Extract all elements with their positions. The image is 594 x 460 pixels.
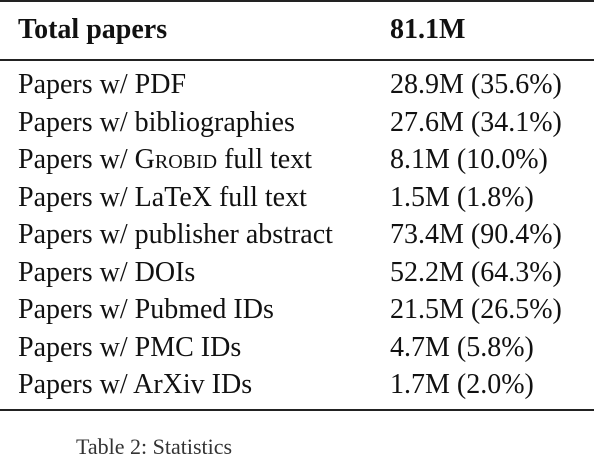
row-value: 1.5M (1.8%)	[390, 181, 534, 213]
table-body: Papers w/ PDF 28.9M (35.6%) Papers w/ bi…	[0, 66, 594, 404]
table-header-row: Total papers 81.1M	[0, 8, 594, 54]
row-value: 4.7M (5.8%)	[390, 331, 534, 363]
table-row: Papers w/ bibliographies 27.6M (34.1%)	[0, 104, 594, 142]
table-row: Papers w/ DOIs 52.2M (64.3%)	[0, 254, 594, 292]
table-caption: Table 2: Statistics	[76, 434, 233, 459]
table-top-rule	[0, 0, 594, 2]
table-bottom-rule	[0, 409, 594, 411]
row-label: Papers w/ ArXiv IDs	[18, 369, 253, 400]
table-header-rule	[0, 59, 594, 61]
row-value: 28.9M (35.6%)	[390, 69, 562, 100]
row-label: Papers w/ PMC IDs	[18, 331, 242, 363]
row-label: Papers w/ PDF	[18, 69, 187, 100]
row-value: 1.7M (2.0%)	[390, 369, 534, 400]
row-label: Papers w/ Grobid full text	[18, 144, 312, 175]
row-label: Papers w/ bibliographies	[18, 106, 295, 138]
table-row: Papers w/ ArXiv IDs 1.7M (2.0%)	[0, 366, 594, 404]
row-label: Papers w/ DOIs	[18, 256, 196, 288]
row-label: Papers w/ Pubmed IDs	[18, 294, 274, 325]
header-label: Total papers	[18, 14, 168, 45]
table-row: Papers w/ LaTeX full text 1.5M (1.8%)	[0, 179, 594, 217]
table-row: Papers w/ publisher abstract 73.4M (90.4…	[0, 216, 594, 254]
row-value: 27.6M (34.1%)	[390, 106, 562, 138]
row-value: 73.4M (90.4%)	[390, 219, 562, 250]
row-value: 21.5M (26.5%)	[390, 294, 562, 325]
table-row: Papers w/ Pubmed IDs 21.5M (26.5%)	[0, 291, 594, 329]
table-row: Papers w/ PMC IDs 4.7M (5.8%)	[0, 329, 594, 367]
row-value: 8.1M (10.0%)	[390, 144, 548, 175]
table-row: Papers w/ PDF 28.9M (35.6%)	[0, 66, 594, 104]
row-label: Papers w/ publisher abstract	[18, 219, 333, 250]
header-value: 81.1M	[390, 14, 466, 45]
row-value: 52.2M (64.3%)	[390, 256, 562, 288]
table-row: Papers w/ Grobid full text 8.1M (10.0%)	[0, 141, 594, 179]
row-label: Papers w/ LaTeX full text	[18, 181, 307, 213]
